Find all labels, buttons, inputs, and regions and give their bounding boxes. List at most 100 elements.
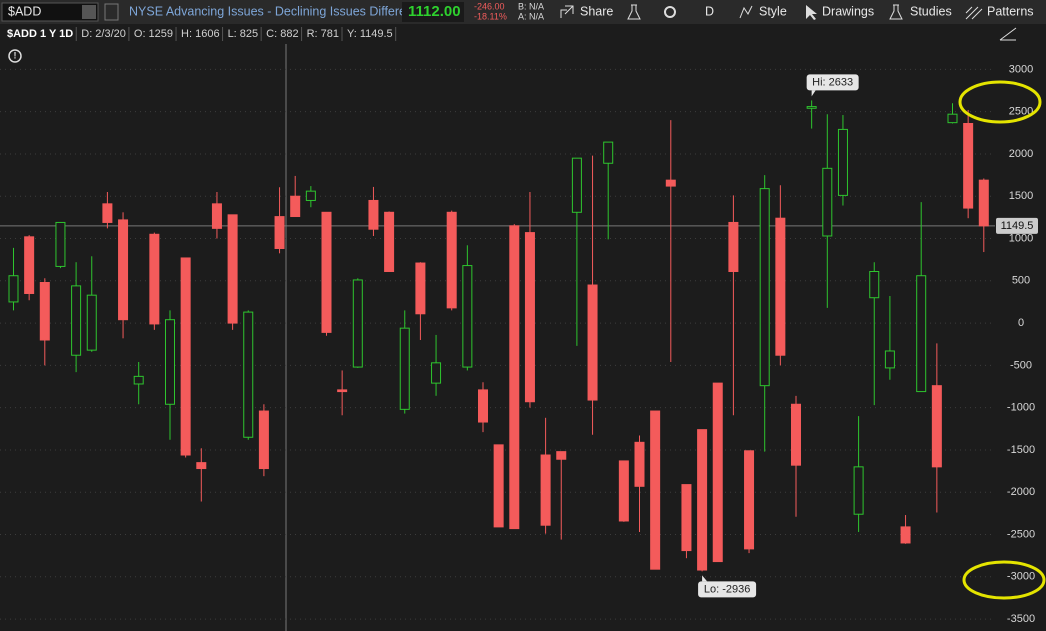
candle-body (384, 211, 395, 272)
studies-icon[interactable] (889, 4, 903, 20)
drawings-icon[interactable] (806, 5, 817, 20)
y-tick-label: -1500 (1007, 444, 1035, 456)
y-tick-label: -3000 (1007, 571, 1035, 583)
candle-body (931, 385, 942, 468)
candle-body (806, 106, 817, 109)
last-price: 1112.00 (408, 3, 461, 20)
symbol[interactable]: $ADD (8, 4, 41, 18)
candle-body (853, 466, 864, 515)
candle-body (681, 484, 692, 552)
candle-body (759, 188, 770, 387)
candle-body (822, 167, 833, 237)
candle-body (540, 454, 551, 526)
candle-body (571, 157, 582, 213)
candle-body (478, 389, 488, 423)
share-icon[interactable] (560, 5, 574, 18)
candle-body (71, 285, 82, 356)
description: NYSE Advancing Issues - Declining Issues… (129, 4, 416, 18)
candle-body (196, 462, 207, 470)
candle-body (274, 216, 285, 249)
candle-body (243, 311, 254, 438)
candle-body (744, 450, 755, 550)
hi-label-box (806, 74, 859, 91)
candle-body (8, 275, 19, 303)
alert-icon[interactable] (8, 49, 22, 63)
candle-body (258, 410, 269, 470)
candle-body (524, 232, 535, 403)
patterns-icon[interactable] (965, 6, 983, 20)
candle-body (634, 441, 645, 487)
candle-body (493, 444, 504, 528)
candle-body (290, 195, 301, 218)
y-tick-label: 1500 (1009, 190, 1033, 202)
crosshair-label: 1149.5 (1001, 220, 1034, 232)
candle-body (791, 403, 801, 466)
highlight-circle (958, 80, 1042, 124)
candle-body (650, 410, 661, 570)
candle-body (305, 190, 316, 201)
expand-icon[interactable] (999, 27, 1017, 41)
candle-body (165, 319, 175, 405)
candle-body (368, 199, 379, 230)
candle-body (697, 429, 708, 571)
candle-body (775, 217, 786, 356)
bid: B: N/A (518, 1, 544, 11)
y-tick-label: 1000 (1009, 232, 1033, 244)
candle-body (462, 265, 473, 368)
symbol-dropdown[interactable] (82, 5, 96, 19)
ask: A: N/A (518, 11, 544, 21)
y-tick-label: 2000 (1009, 148, 1033, 160)
candle-body (118, 219, 129, 321)
flask-icon[interactable] (627, 4, 641, 20)
toolbar (0, 0, 1046, 24)
y-tick-label: -2000 (1007, 486, 1035, 498)
candle-body (509, 225, 520, 530)
candle-body (916, 275, 927, 393)
share-button[interactable]: Share (580, 4, 613, 18)
candle-body (728, 221, 739, 272)
info-field: C: 882 (266, 28, 298, 40)
link-icon[interactable] (104, 3, 119, 21)
candle-body (55, 221, 66, 267)
symbol-box[interactable] (1, 2, 99, 22)
candle-body (556, 451, 567, 460)
y-tick-label: -500 (1010, 359, 1032, 371)
hi-label-pointer (811, 90, 816, 97)
candle-body (102, 203, 113, 223)
candle-body (665, 179, 676, 187)
candle-body (415, 262, 426, 315)
y-tick-label: -1000 (1007, 402, 1035, 414)
y-tick-label: 2500 (1009, 106, 1033, 118)
y-tick-label: -3500 (1007, 613, 1035, 625)
candle-body (86, 294, 97, 351)
candle-body (399, 327, 410, 410)
candle-body (431, 362, 442, 384)
info-field: L: 825 (228, 28, 259, 40)
candle-body (884, 350, 895, 369)
info-field: O: 1259 (134, 28, 173, 40)
candle-body (227, 214, 238, 324)
style-icon[interactable] (739, 5, 753, 19)
info-field: H: 1606 (181, 28, 220, 40)
candle-body (149, 233, 160, 325)
info-field: D: 2/3/20 (81, 28, 126, 40)
style-button[interactable]: Style (759, 4, 787, 18)
candle-body (963, 122, 974, 209)
candle-body (837, 128, 848, 196)
candle-body (947, 113, 958, 124)
info-field: $ADD 1 Y 1D (7, 28, 73, 40)
lo-label: Lo: -2936 (704, 583, 750, 595)
period-button[interactable]: D (705, 4, 714, 18)
patterns-button[interactable]: Patterns (987, 4, 1034, 18)
pct-change: -18.11% (474, 11, 507, 21)
y-tick-label: 3000 (1009, 63, 1033, 75)
settings-icon[interactable] (664, 6, 676, 18)
candle-body (24, 236, 35, 294)
plot: 3000 2500 2000 1500 1000 500 0 -500 -1000 -1500 -2… (0, 63, 1038, 625)
drawings-button[interactable]: Drawings (822, 4, 874, 18)
studies-button[interactable]: Studies (910, 4, 952, 18)
candle-body (337, 389, 348, 393)
candle-body (180, 257, 191, 456)
